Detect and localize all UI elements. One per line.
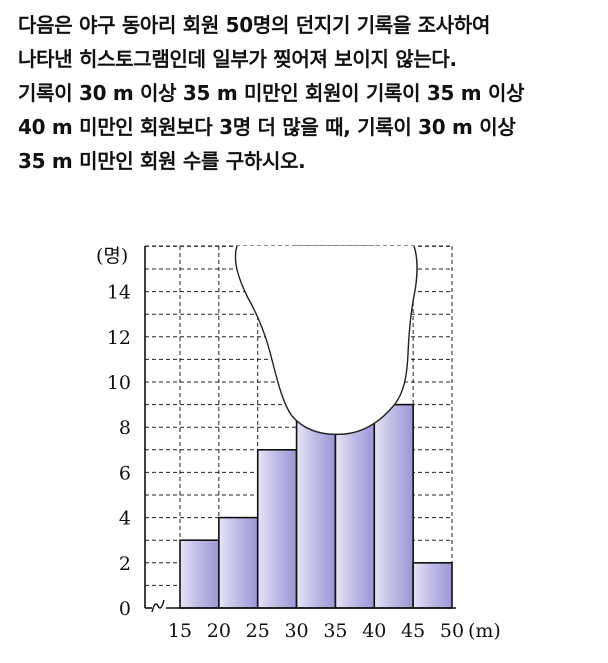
torn-fill xyxy=(235,246,417,435)
bar-40-45 xyxy=(373,403,414,609)
bar-20-25 xyxy=(218,516,259,609)
axis-break-mark xyxy=(151,599,165,613)
x-tick-label: 35 xyxy=(323,620,347,642)
x-tick-label: 45 xyxy=(401,620,425,642)
problem-line-2: 나타낸 히스토그램인데 일부가 찢어져 보이지 않는다. xyxy=(18,47,457,71)
x-tick-label: 20 xyxy=(207,620,231,642)
x-axis-unit: (m) xyxy=(468,620,501,642)
y-axis-unit: (명) xyxy=(96,245,128,267)
y-tick-label: 10 xyxy=(107,372,131,394)
y-tick-label: 4 xyxy=(119,508,131,530)
problem-line-4: 40 m 미만인 회원보다 3명 더 많을 때, 기록이 30 m 이상 xyxy=(18,115,516,139)
y-tick-label: 8 xyxy=(119,417,131,439)
bar-45-50 xyxy=(412,561,453,609)
axis-labels: 0 2 4 6 8 10 12 14 (명) 15 20 25 30 35 40 45 50 (m) xyxy=(96,245,501,642)
bar-25-30 xyxy=(256,448,298,609)
y-tick-label: 6 xyxy=(119,462,131,484)
y-tick-label: 14 xyxy=(107,282,131,304)
problem-text: 다음은 야구 동아리 회원 50명의 던지기 기록을 조사하여 나타낸 히스토그… xyxy=(18,8,593,178)
torn-edge xyxy=(234,245,418,436)
y-tick-label: 12 xyxy=(107,327,131,349)
axes xyxy=(144,246,456,613)
x-tick-label: 15 xyxy=(168,620,192,642)
torn-region xyxy=(234,245,418,436)
x-tick-label: 40 xyxy=(362,620,386,642)
x-tick-label: 30 xyxy=(284,620,308,642)
problem-line-3: 기록이 30 m 이상 35 m 미만인 회원이 기록이 35 m 이상 xyxy=(18,81,525,105)
problem-line-1: 다음은 야구 동아리 회원 50명의 던지기 기록을 조사하여 xyxy=(18,13,491,37)
y-tick-label: 2 xyxy=(119,553,131,575)
problem-line-5: 35 m 미만인 회원 수를 구하시오. xyxy=(18,149,306,173)
y-tick-label: 0 xyxy=(119,598,131,620)
x-tick-label: 25 xyxy=(246,620,270,642)
bar-15-20 xyxy=(179,539,220,609)
x-tick-label: 50 xyxy=(440,620,464,642)
